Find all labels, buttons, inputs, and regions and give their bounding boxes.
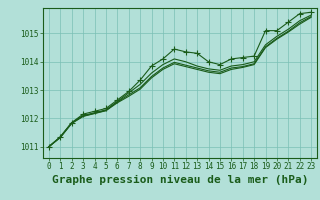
X-axis label: Graphe pression niveau de la mer (hPa): Graphe pression niveau de la mer (hPa)	[52, 175, 308, 185]
